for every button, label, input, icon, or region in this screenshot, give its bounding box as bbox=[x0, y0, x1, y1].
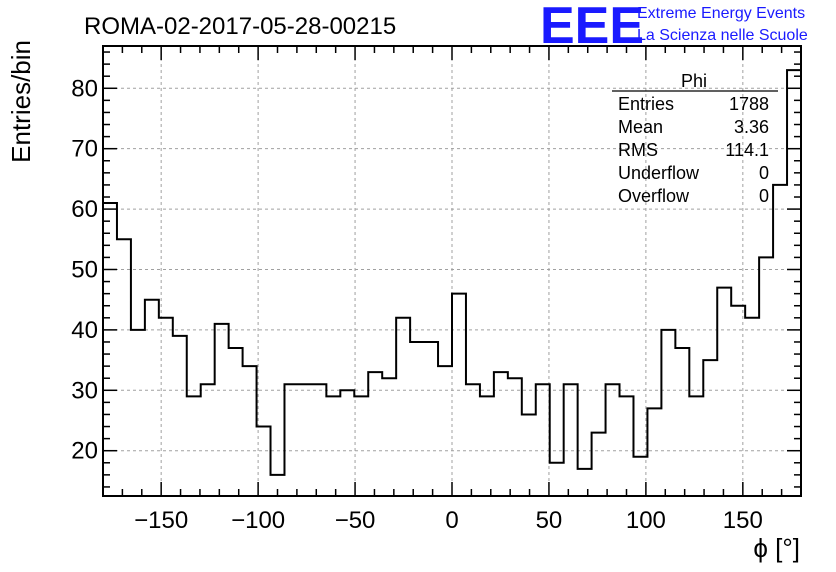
histogram-line bbox=[103, 69, 801, 476]
x-tick-label: 150 bbox=[723, 507, 763, 534]
x-tick-label: −150 bbox=[134, 507, 188, 534]
y-tick-label: 50 bbox=[71, 256, 98, 283]
y-tick-label: 80 bbox=[71, 75, 98, 102]
stats-row-value: 1788 bbox=[729, 94, 769, 114]
stats-row-value: 3.36 bbox=[734, 117, 769, 137]
chart-title: ROMA-02-2017-05-28-00215 bbox=[84, 13, 396, 40]
y-tick-label: 40 bbox=[71, 317, 98, 344]
y-axis: 20 30 40 50 60 70 80 bbox=[71, 51, 801, 488]
x-axis: −150 −100 −50 0 50 100 150 bbox=[102, 46, 802, 534]
grid bbox=[103, 46, 801, 496]
stats-row-value: 0 bbox=[759, 163, 769, 183]
eee-logo: EEE Extreme Energy Events La Scienza nel… bbox=[540, 0, 808, 55]
histogram-series bbox=[103, 69, 801, 476]
stats-row-label: Entries bbox=[618, 94, 674, 114]
y-tick-label: 70 bbox=[71, 136, 98, 163]
x-tick-label: −100 bbox=[231, 507, 285, 534]
x-tick-label: 50 bbox=[536, 507, 563, 534]
stats-row-label: Mean bbox=[618, 117, 663, 137]
x-tick-label: 100 bbox=[626, 507, 666, 534]
y-tick-label: 20 bbox=[71, 438, 98, 465]
y-tick-label: 30 bbox=[71, 377, 98, 404]
x-tick-label: −50 bbox=[335, 507, 376, 534]
stats-row-value: 0 bbox=[759, 186, 769, 206]
stats-row-value: 114.1 bbox=[725, 140, 769, 160]
stats-title: Phi bbox=[681, 71, 707, 91]
stats-row-label: RMS bbox=[618, 140, 658, 160]
eee-logo-line2: La Scienza nelle Scuole bbox=[637, 27, 808, 44]
x-tick-label: 0 bbox=[445, 507, 458, 534]
x-axis-label: ϕ [°] bbox=[753, 533, 800, 563]
stats-box: Phi Entries 1788 Mean 3.36 RMS 114.1 Underflow… bbox=[612, 71, 778, 206]
y-tick-label: 60 bbox=[71, 196, 98, 223]
eee-logo-line1: Extreme Energy Events bbox=[637, 5, 805, 22]
y-axis-label: Entries/bin bbox=[6, 40, 36, 163]
stats-row-label: Overflow bbox=[618, 186, 690, 206]
stats-row-label: Underflow bbox=[618, 163, 700, 183]
